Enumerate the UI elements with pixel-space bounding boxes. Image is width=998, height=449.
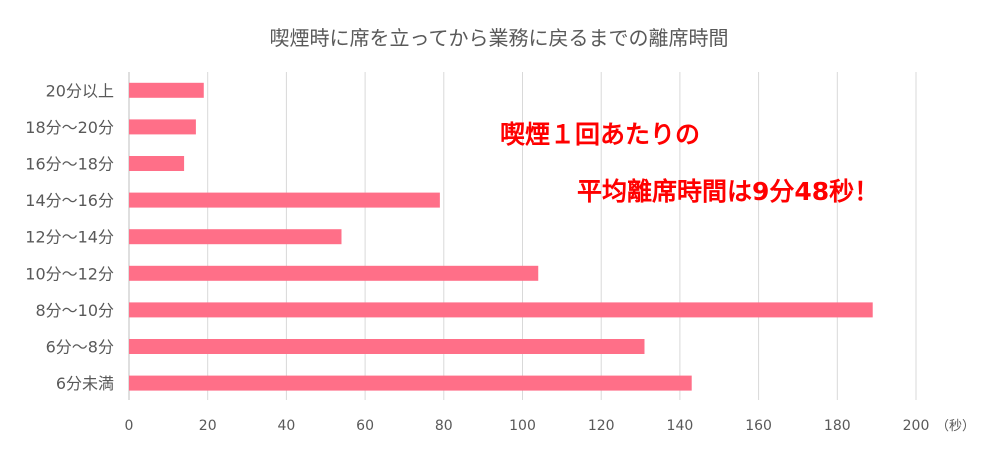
x-tick-label: 60 [356,418,374,434]
bar [129,339,645,354]
x-tick-label: 80 [435,418,453,434]
x-tick-label: 0 [125,418,134,434]
category-label: 16分～18分 [25,155,114,174]
x-tick-label: 160 [745,418,772,434]
bar [129,119,196,135]
category-label: 14分～16分 [25,191,114,210]
category-label: 10分～12分 [25,264,114,283]
x-unit-label: （秒） [936,419,975,434]
bar [129,229,342,245]
category-label: 18分～20分 [25,118,114,137]
x-tick-label: 120 [588,418,615,434]
callout-line-1: 喫煙１回あたりの [500,120,701,149]
x-tick-label: 100 [509,418,536,434]
x-tick-label: 200 [903,418,930,434]
x-tick-label: 180 [824,418,851,434]
chart-title: 喫煙時に席を立ってから業務に戻るまでの離席時間 [269,26,729,50]
bar [129,375,692,391]
category-label: 8分～10分 [35,301,114,320]
bar [129,265,539,281]
callout-line-2: 平均離席時間は9分48秒！ [577,177,880,206]
bar [129,192,440,208]
bar [129,302,873,318]
x-tick-label: 140 [667,418,694,434]
x-tick-label: 20 [199,418,217,434]
category-label: 6分未満 [56,374,114,393]
category-labels: 20分以上 18分～20分 16分～18分 14分～16分 12分～14分 10分～12分… [25,81,114,393]
x-tick-labels: 0 20 40 60 80 100 120 140 160 180 200 [125,418,930,434]
category-label: 6分～8分 [46,338,114,357]
category-label: 20分以上 [46,81,114,100]
category-label: 12分～14分 [25,228,114,247]
x-tick-label: 40 [277,418,295,434]
bar [129,82,204,98]
bars [129,82,873,391]
bar [129,156,185,171]
